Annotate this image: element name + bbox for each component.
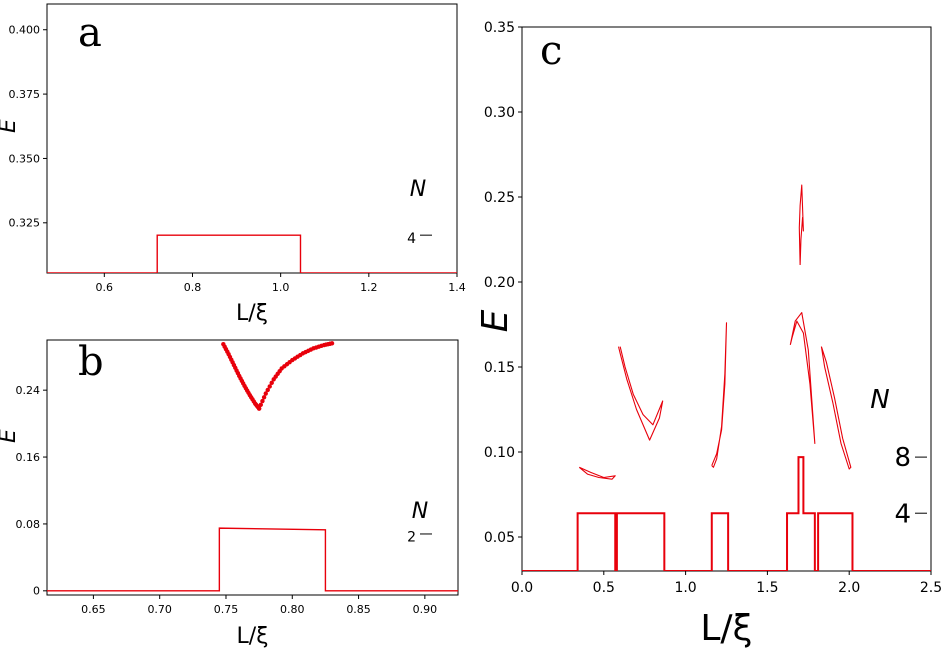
panel-b: 0.65 0.70 0.75 0.80 0.85 0.90 0 0.08 0.16 0.24 L/ξ…	[0, 339, 459, 649]
panel-c-x-tick-label: 0.5	[593, 580, 615, 596]
panel-a-data-area	[47, 234, 457, 273]
panel-c-y-tick-label: 0.05	[484, 530, 515, 546]
panel-c-n-tick-label: 8	[894, 443, 911, 473]
panel-c-x-tick-label: 1.0	[674, 580, 696, 596]
panel-c-y-tick-label: 0.25	[484, 190, 515, 206]
panel-b-y-tick-label: 0.16	[16, 451, 41, 464]
panel-c-x-tick-label: 1.5	[756, 580, 778, 596]
panel-b-y-tick-label: 0.24	[16, 384, 41, 397]
panel-b-y-axis-label: E	[0, 429, 21, 443]
panel-b-scatter-point	[260, 398, 265, 404]
panel-c-n-tick-label: 4	[894, 499, 911, 529]
panel-a-x-axis-label: L/ξ	[236, 301, 268, 326]
panel-a-y-axis-label: E	[0, 119, 21, 133]
panel-b-scatter-point	[261, 395, 267, 400]
panel-c-y-tick-label: 0.30	[484, 105, 515, 121]
panel-a-step-line	[47, 234, 457, 273]
panel-a-label: a	[78, 10, 102, 56]
panel-a-axes-frame	[46, 3, 458, 274]
panel-b-x-tick-label: 0.65	[81, 603, 106, 616]
panel-b-scatter-point	[258, 402, 263, 407]
panel-b-scatter-point	[263, 391, 268, 396]
panel-b-data-area	[47, 341, 458, 592]
panel-a-y-tick-label: 0.325	[9, 217, 41, 230]
panel-b-x-axis-label: L/ξ	[237, 624, 269, 649]
panel-c-y-tick-label: 0.20	[484, 275, 515, 291]
panel-a: 0.6 0.8 1.0 1.2 1.4 0.325 0.350 0.375 0.400 L/ξ E N…	[0, 3, 466, 326]
panel-b-scatter-point	[329, 341, 335, 346]
panel-c-axes-frame	[521, 26, 932, 572]
panel-b-n-axis-title: N	[412, 499, 428, 524]
panel-a-x-tick-label: 1.2	[360, 281, 378, 294]
panel-a-y-tick-label: 0.400	[9, 24, 41, 37]
panel-b-x-tick-label: 0.85	[346, 603, 371, 616]
panel-b-label: b	[78, 339, 104, 385]
panel-b-step-line	[47, 527, 458, 592]
panel-c-y-axis-label: E	[475, 309, 516, 332]
panel-c-label: c	[540, 28, 562, 74]
panel-a-x-tick-label: 1.4	[448, 281, 466, 294]
panel-a-y-tick-label: 0.350	[9, 152, 41, 165]
panel-b-scatter-point	[267, 384, 272, 389]
panel-a-n-axis-title: N	[410, 177, 426, 202]
panel-b-x-tick-label: 0.70	[147, 603, 172, 616]
panel-c-x-tick-label: 2.0	[838, 580, 860, 596]
panel-b-axes-frame	[46, 339, 459, 596]
panel-a-x-tick-label: 0.6	[96, 281, 114, 294]
panel-b-scatter-point	[265, 387, 270, 393]
panel-c-loop-4	[789, 312, 816, 445]
panel-c-n-axis-title: N	[870, 385, 889, 415]
panel-b-x-tick-label: 0.80	[280, 603, 305, 616]
panel-c-loop-5	[798, 184, 804, 266]
panel-c-data-area	[522, 184, 931, 571]
panel-c-step-line	[522, 456, 931, 571]
panel-c-y-tick-label: 0.35	[484, 20, 515, 36]
panel-b-y-tick-label: 0.08	[16, 518, 41, 531]
panel-b-x-tick-label: 0.75	[214, 603, 239, 616]
panel-a-n-tick-label: 4	[407, 231, 416, 247]
panel-c-x-tick-label: 2.5	[920, 580, 942, 596]
panel-c-y-tick-label: 0.10	[484, 445, 515, 461]
panel-c-loop-2	[617, 346, 664, 441]
panel-a-y-tick-label: 0.375	[9, 88, 41, 101]
panel-b-y-tick-label: 0	[33, 585, 40, 598]
panel-c: 0.0 0.5 1.0 1.5 2.0 2.5 0.05 0.10 0.15 0.20 0.25 0.…	[475, 20, 942, 649]
panel-b-n-tick-label: 2	[407, 530, 416, 546]
panel-c-loop-1	[578, 466, 616, 480]
panel-c-y-tick-label: 0.15	[484, 360, 515, 376]
panel-a-x-tick-label: 1.0	[272, 281, 290, 294]
panel-b-scatter-point	[269, 380, 274, 386]
panel-c-loop-3	[711, 322, 728, 468]
panel-a-x-tick-label: 0.8	[184, 281, 202, 294]
panel-b-x-tick-label: 0.90	[413, 603, 438, 616]
panel-c-x-tick-label: 0.0	[511, 580, 533, 596]
panel-b-scatter-point	[256, 406, 262, 411]
panel-c-loop-6	[820, 346, 852, 470]
panel-c-x-axis-label: L/ξ	[700, 608, 752, 649]
